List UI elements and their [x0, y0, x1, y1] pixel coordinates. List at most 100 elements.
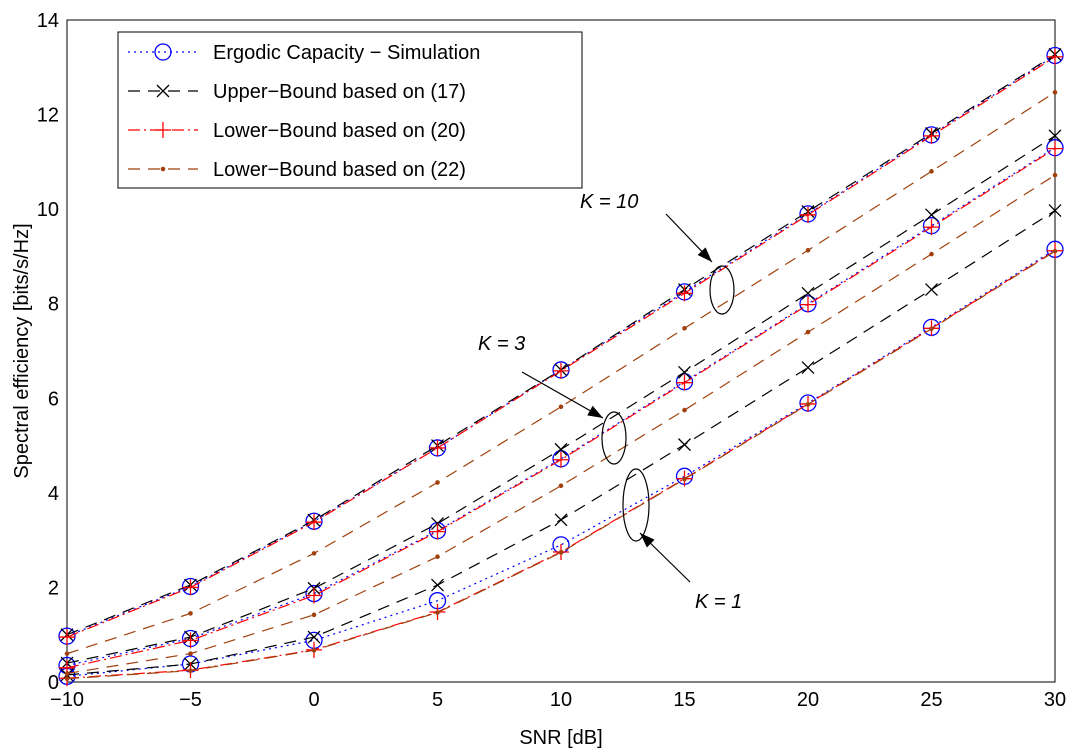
marker [64, 651, 70, 656]
marker [64, 671, 70, 676]
marker [676, 374, 693, 391]
marker [800, 206, 816, 223]
marker-shape [805, 329, 811, 335]
marker [682, 326, 687, 331]
marker [429, 439, 446, 456]
marker-shape [182, 632, 199, 649]
y-tick-label: 4 [48, 483, 59, 505]
marker [929, 169, 934, 174]
legend-label: Ergodic Capacity − Simulation [213, 42, 480, 64]
marker-shape [435, 480, 440, 485]
x-axis-label: SNR [dB] [519, 727, 602, 749]
series-line [66, 56, 1056, 638]
marker-shape [554, 442, 568, 456]
legend-marker [156, 84, 170, 98]
marker-shape [64, 671, 70, 676]
marker [925, 208, 938, 222]
series-line [66, 250, 1056, 680]
marker [678, 365, 691, 379]
marker [558, 550, 564, 555]
marker-shape [307, 630, 321, 644]
marker-shape [801, 286, 815, 300]
marker-shape [805, 247, 811, 253]
annotation-arrow [521, 371, 604, 419]
marker-shape [800, 206, 816, 223]
marker [805, 247, 811, 253]
series-line [66, 91, 1056, 655]
annotation-label: K = 1 [695, 591, 742, 613]
marker [431, 578, 444, 592]
x-tick-label: 25 [920, 689, 942, 711]
marker-shape [682, 407, 687, 413]
marker [676, 285, 693, 302]
marker [311, 612, 317, 618]
y-tick-label: 8 [48, 294, 59, 316]
marker-shape [553, 362, 569, 379]
annotation-arrowhead [640, 533, 655, 548]
marker [1052, 172, 1058, 178]
marker [929, 251, 934, 257]
marker-shape [929, 169, 934, 174]
marker-shape [678, 438, 691, 452]
marker [435, 610, 440, 615]
annotation-ellipse [622, 468, 650, 542]
marker [429, 523, 446, 540]
y-tick-label: 6 [48, 388, 59, 410]
marker-shape [925, 208, 938, 222]
marker-shape [188, 611, 193, 616]
marker [800, 296, 816, 313]
marker [558, 404, 564, 410]
annotation-arrowhead [697, 247, 712, 262]
legend-label: Upper−Bound based on (17) [213, 81, 466, 103]
marker [801, 361, 815, 375]
x-tick-label: 15 [673, 689, 695, 711]
marker-shape [1048, 129, 1062, 143]
marker [805, 329, 811, 335]
marker-shape [558, 550, 564, 555]
marker-shape [805, 402, 811, 407]
marker-shape [311, 612, 317, 618]
marker [925, 283, 938, 296]
marker-shape [800, 296, 816, 313]
x-tick-label: 20 [797, 689, 819, 711]
marker [553, 362, 569, 379]
marker-shape [929, 251, 934, 257]
y-tick-label: 0 [48, 672, 59, 694]
marker-shape [558, 404, 564, 410]
marker-shape [1047, 48, 1063, 65]
marker-shape [925, 283, 938, 296]
marker [1048, 204, 1062, 218]
series-line [66, 174, 1056, 675]
marker [553, 451, 569, 468]
marker [923, 127, 940, 144]
annotation-label: K = 3 [478, 333, 525, 355]
marker-shape [1047, 140, 1063, 157]
marker-shape [435, 554, 440, 559]
x-tick-label: −10 [50, 689, 84, 711]
marker-shape [678, 365, 691, 379]
x-tick-label: 0 [308, 689, 319, 711]
marker [805, 402, 811, 407]
marker-shape [429, 523, 446, 540]
marker-shape [311, 648, 317, 653]
marker [182, 632, 199, 649]
y-tick-label: 10 [37, 199, 59, 221]
marker-shape [431, 517, 444, 531]
marker [307, 630, 321, 644]
y-tick-label: 12 [37, 105, 59, 127]
marker-shape [188, 668, 193, 673]
x-tick-label: 10 [550, 689, 572, 711]
marker-shape [182, 579, 199, 596]
marker [1047, 48, 1063, 65]
marker [311, 648, 317, 653]
marker-shape [64, 651, 70, 656]
marker-shape [306, 514, 322, 531]
marker [188, 668, 193, 673]
marker [306, 514, 322, 531]
marker-shape [1048, 204, 1062, 218]
marker-shape [801, 361, 815, 375]
marker [554, 513, 568, 527]
annotation-ellipse [709, 265, 735, 315]
marker [682, 476, 687, 482]
